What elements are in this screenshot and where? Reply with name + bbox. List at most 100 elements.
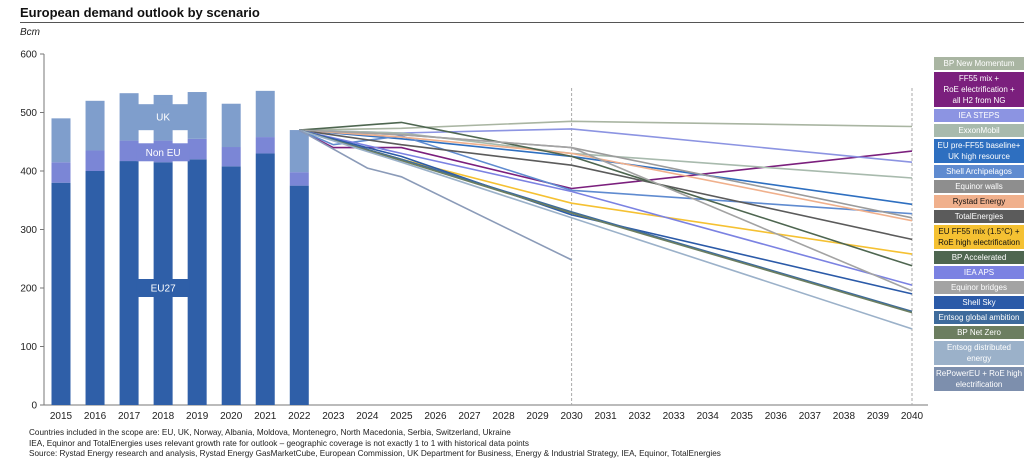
x-tick-label: 2023: [322, 411, 345, 422]
legend-label: UK high resource: [948, 152, 1010, 161]
line-shell-archipelagos: [298, 129, 913, 215]
legend-item-exxonmobil: ExxonMobil: [934, 124, 1024, 137]
legend: BP New Momentum FF55 mix + RoE electrifica…: [934, 57, 1024, 393]
legend-item-totalenergies: TotalEnergies: [934, 210, 1024, 223]
legend-item-eu-ff55-mix-1-5-c-roe-high-electrification: EU FF55 mix (1.5°C) + RoE high electrific…: [934, 225, 1024, 249]
footnote-source: Source: Rystad Energy research and analy…: [29, 449, 721, 458]
bar-uk-2017: [119, 93, 139, 141]
legend-label: BP New Momentum: [943, 59, 1015, 68]
line-rystad-energy: [299, 129, 913, 222]
bars: [51, 90, 309, 405]
x-tick-label: 2037: [799, 411, 822, 422]
y-tick-label: 600: [20, 50, 37, 61]
footnotes: Countries included in the scope are: EU,…: [29, 428, 721, 460]
footnote-scope: Countries included in the scope are: EU,…: [29, 428, 511, 437]
y-tick-label: 500: [20, 108, 37, 119]
x-tick-label: 2016: [84, 411, 107, 422]
scenario-lines: [298, 120, 913, 330]
legend-label: TotalEnergies: [954, 212, 1004, 221]
x-tick-label: 2015: [50, 411, 73, 422]
legend-label: EU FF55 mix (1.5°C) +: [938, 227, 1020, 236]
line-entsog-distributed-energy: [299, 129, 913, 330]
legend-item-equinor-walls: Equinor walls: [934, 180, 1024, 193]
x-tick-label: 2031: [595, 411, 618, 422]
legend-label: all H2 from NG: [952, 96, 1006, 105]
legend-label: ExxonMobil: [958, 126, 1000, 135]
x-tick-label: 2027: [458, 411, 481, 422]
x-tick-label: 2020: [220, 411, 243, 422]
x-tick-label: 2036: [765, 411, 788, 422]
x-tick-label: 2022: [288, 411, 311, 422]
line-equinor-bridges: [299, 129, 913, 292]
y-tick-label: 300: [20, 225, 37, 236]
bar-non-eu-2015: [51, 162, 71, 183]
legend-label: Shell Sky: [962, 298, 996, 307]
bar-non-eu-2016: [85, 150, 105, 171]
legend-label: EU pre-FF55 baseline+: [937, 141, 1021, 150]
legend-item-entsog-distributed-energy: Entsog distributed energy: [934, 341, 1024, 365]
line-iea-aps: [299, 129, 913, 286]
x-tick-label: 2025: [390, 411, 413, 422]
bar-non-eu-2019: [187, 138, 207, 160]
legend-item-repowereu-roe-high-electrification: RePowerEU + RoE high electrification: [934, 367, 1024, 391]
bar-eu27-2017: [119, 161, 139, 405]
bar-eu27-2019: [187, 159, 207, 405]
x-tick-label: 2029: [526, 411, 549, 422]
line-eu-pre-ff55-baseline-uk-high-resource: [299, 129, 913, 206]
legend-item-bp-net-zero: BP Net Zero: [934, 326, 1024, 339]
legend-label: FF55 mix +: [958, 74, 1000, 83]
legend-label: Entsog global ambition: [938, 313, 1020, 322]
legend-label: IEA APS: [963, 268, 995, 277]
x-tick-label: 2024: [356, 411, 379, 422]
line-totalenergies: [299, 129, 913, 241]
legend-label: RoE high electrification: [938, 238, 1020, 247]
x-tick-label: 2039: [867, 411, 890, 422]
legend-label: Shell Archipelagos: [946, 167, 1012, 176]
bar-uk-2022: [289, 130, 309, 173]
bar-eu27-2020: [221, 166, 241, 405]
chart-plot: 0 100 200 300 400 500 600 2015 2016 2017 2018 2019…: [20, 50, 928, 422]
legend-item-rystad-energy: Rystad Energy: [934, 195, 1024, 208]
x-tick-label: 2040: [901, 411, 924, 422]
line-bp-net-zero: [299, 129, 913, 314]
segment-label-bg: [136, 279, 190, 297]
legend-item-iea-aps: IEA APS: [934, 266, 1024, 279]
line-exxonmobil: [299, 129, 913, 179]
x-axis: 2015 2016 2017 2018 2019 2020 2021 2022 2023 2024…: [44, 404, 928, 422]
segment-label-uk: UK: [156, 113, 170, 124]
x-tick-label: 2035: [731, 411, 754, 422]
x-tick-label: 2019: [186, 411, 209, 422]
y-tick-label: 400: [20, 167, 37, 178]
y-tick-label: 200: [20, 284, 37, 295]
legend-item-iea-steps: IEA STEPS: [934, 109, 1024, 122]
legend-label: Rystad Energy: [952, 197, 1006, 206]
bar-uk-2019: [187, 92, 207, 139]
x-tick-label: 2026: [424, 411, 447, 422]
chart-title: European demand outlook by scenario: [20, 5, 260, 20]
x-tick-label: 2032: [629, 411, 652, 422]
title-divider: [20, 22, 1024, 23]
bar-non-eu-2022: [289, 172, 309, 186]
x-tick-label: 2021: [254, 411, 277, 422]
segment-label-eu27: EU27: [151, 284, 176, 295]
legend-item-bp-new-momentum: BP New Momentum: [934, 57, 1024, 70]
x-tick-label: 2028: [492, 411, 515, 422]
legend-label: RoE electrification +: [943, 85, 1015, 94]
x-tick-label: 2018: [152, 411, 175, 422]
y-tick-label: 100: [20, 342, 37, 353]
bar-non-eu-2021: [255, 137, 275, 154]
line-repowereu-roe-high-electrification: [298, 129, 572, 261]
bar-eu27-2015: [51, 182, 71, 405]
x-tick-label: 2033: [663, 411, 686, 422]
bar-eu27-2022: [289, 185, 309, 405]
legend-label: IEA STEPS: [958, 111, 1000, 120]
x-tick-label: 2034: [697, 411, 720, 422]
segment-labels: UK Non EU EU27: [136, 104, 190, 297]
legend-item-shell-sky: Shell Sky: [934, 296, 1024, 309]
legend-item-eu-pre-ff55-baseline-uk-high-resource: EU pre-FF55 baseline+ UK high resource: [934, 139, 1024, 163]
segment-label-bg: [136, 143, 190, 162]
x-tick-label: 2017: [118, 411, 141, 422]
bar-uk-2021: [255, 90, 275, 138]
legend-item-bp-accelerated: BP Accelerated: [934, 251, 1024, 264]
line-bp-accelerated: [299, 121, 913, 267]
